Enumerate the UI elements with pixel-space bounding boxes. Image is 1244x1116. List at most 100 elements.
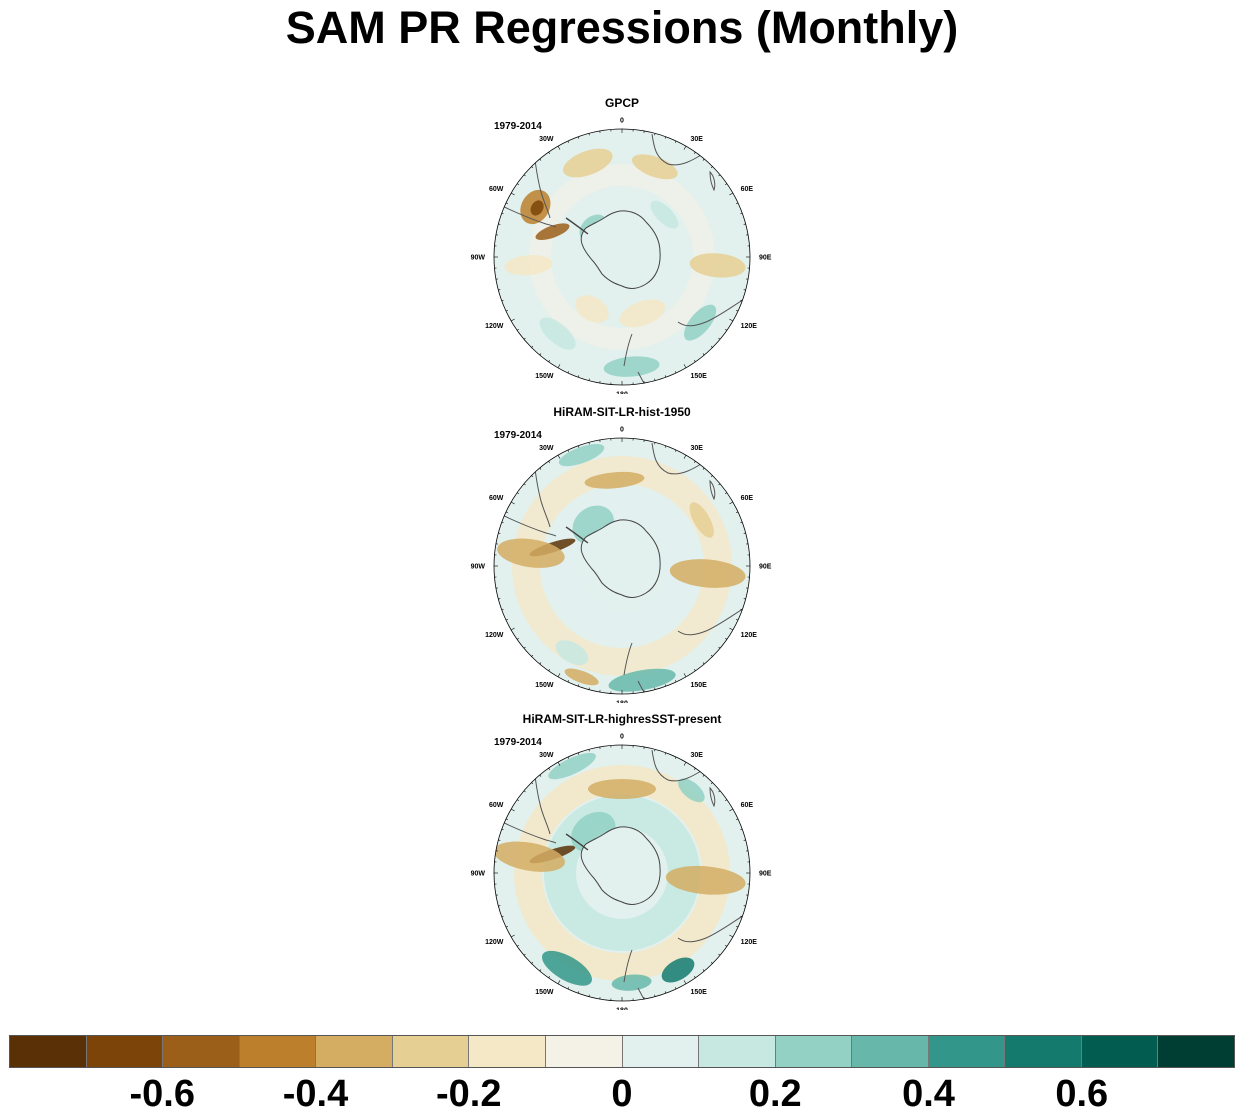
boundary-tick (694, 767, 696, 770)
figure-title: SAM PR Regressions (Monthly) (285, 2, 959, 53)
antarctica-coastline (580, 210, 661, 289)
anomaly-patch (504, 255, 553, 276)
boundary-tick (710, 166, 713, 169)
map-panel-hist-1950: HiRAM-SIT-LR-hist-1950 1979-2014 0 30E 60E… (470, 405, 774, 705)
new-zealand-coastline (623, 949, 649, 1001)
boundary-tick (588, 687, 590, 690)
antarctica-coastline (580, 826, 661, 905)
anomaly-patch (684, 304, 717, 341)
colorbar (9, 1035, 1235, 1068)
anomaly-patch (494, 841, 565, 872)
boundary-tick (510, 808, 515, 812)
longitude-label: 120E (741, 939, 758, 946)
colorbar-box (469, 1036, 546, 1067)
colorbar-tick-label: 0.6 (1055, 1073, 1109, 1115)
boundary-tick (740, 521, 743, 524)
boundary-tick (725, 492, 728, 494)
boundary-tick (557, 364, 561, 369)
boundary-tick (654, 133, 656, 136)
boundary-tick (516, 638, 519, 640)
boundary-tick (702, 662, 705, 665)
boundary-tick (501, 828, 504, 831)
colorbar-box (316, 1036, 393, 1067)
boundary-tick (516, 799, 519, 801)
africa-coastline (651, 442, 707, 475)
boundary-tick (725, 183, 728, 185)
colorbar-box (1081, 1036, 1159, 1067)
boundary-tick (710, 654, 713, 657)
boundary-tick (505, 818, 508, 821)
boundary-tick (664, 445, 667, 448)
boundary-tick (548, 360, 550, 363)
panel-period: 1979-2014 (494, 121, 542, 132)
antarctic-peninsula (565, 526, 589, 544)
anomaly-patch (603, 356, 660, 377)
precip-field (494, 745, 750, 1001)
boundary-tick (501, 915, 504, 918)
madagascar-coastline (709, 479, 716, 501)
longitude-label: 0 (620, 427, 624, 434)
boundary-tick (531, 345, 534, 348)
longitude-label: 90E (759, 255, 772, 262)
longitude-label: 90E (759, 564, 772, 571)
boundary-tick (694, 151, 696, 154)
boundary-tick (588, 378, 590, 381)
boundary-tick (683, 761, 687, 766)
boundary-tick (557, 980, 561, 985)
boundary-tick (539, 774, 542, 777)
longitude-label: 30E (691, 752, 704, 759)
boundary-tick (654, 687, 656, 690)
anomaly-patch (539, 317, 576, 350)
boundary-tick (654, 442, 656, 445)
longitude-label: 180 (616, 1008, 628, 1011)
boundary-tick (743, 839, 746, 841)
boundary-tick (577, 991, 580, 994)
longitude-label: 180 (616, 392, 628, 395)
longitude-label: 180 (616, 701, 628, 704)
boundary-tick (683, 980, 687, 985)
boundary-tick (577, 136, 580, 139)
boundary-tick (702, 774, 705, 777)
longitude-label: 90W (471, 564, 486, 571)
boundary-tick (577, 445, 580, 448)
boundary-tick (505, 618, 508, 621)
longitude-label: 60W (489, 186, 504, 193)
boundary-tick (729, 501, 734, 505)
longitude-label: 60E (741, 186, 754, 193)
longitude-label: 0 (620, 734, 624, 741)
boundary-tick (557, 145, 561, 150)
longitude-label: 30E (691, 136, 704, 143)
boundary-tick (557, 454, 561, 459)
boundary-tick (736, 202, 739, 205)
anomaly-patch (678, 778, 705, 803)
anomaly-patch (611, 974, 652, 991)
boundary-tick (674, 449, 677, 452)
boundary-tick (548, 976, 550, 979)
anomaly-patch (650, 200, 679, 229)
boundary-tick (710, 345, 713, 348)
boundary-tick (523, 174, 526, 177)
boundary-tick (674, 371, 677, 374)
boundary-tick (567, 449, 570, 452)
boundary-tick (501, 212, 504, 215)
boundary-tick (740, 212, 743, 215)
boundary-tick (736, 309, 739, 312)
boundary-tick (702, 467, 705, 470)
boundary-tick (694, 669, 696, 672)
longitude-label: 120W (485, 939, 504, 946)
anomaly-patch (619, 299, 666, 328)
antarctic-peninsula (565, 833, 589, 851)
anomaly-patch (530, 200, 544, 216)
boundary-tick (588, 133, 590, 136)
colorbar-tick-label: 0 (611, 1073, 633, 1115)
boundary-tick (740, 608, 743, 611)
boundary-tick (531, 654, 534, 657)
boundary-tick (588, 442, 590, 445)
boundary-tick (510, 318, 515, 322)
longitude-label: 60W (489, 495, 504, 502)
colorbar-box (622, 1036, 700, 1067)
anomaly-patch (584, 471, 645, 489)
boundary-tick (588, 994, 590, 997)
longitude-label: 60W (489, 802, 504, 809)
colorbar-tick-label: -0.4 (282, 1073, 349, 1115)
